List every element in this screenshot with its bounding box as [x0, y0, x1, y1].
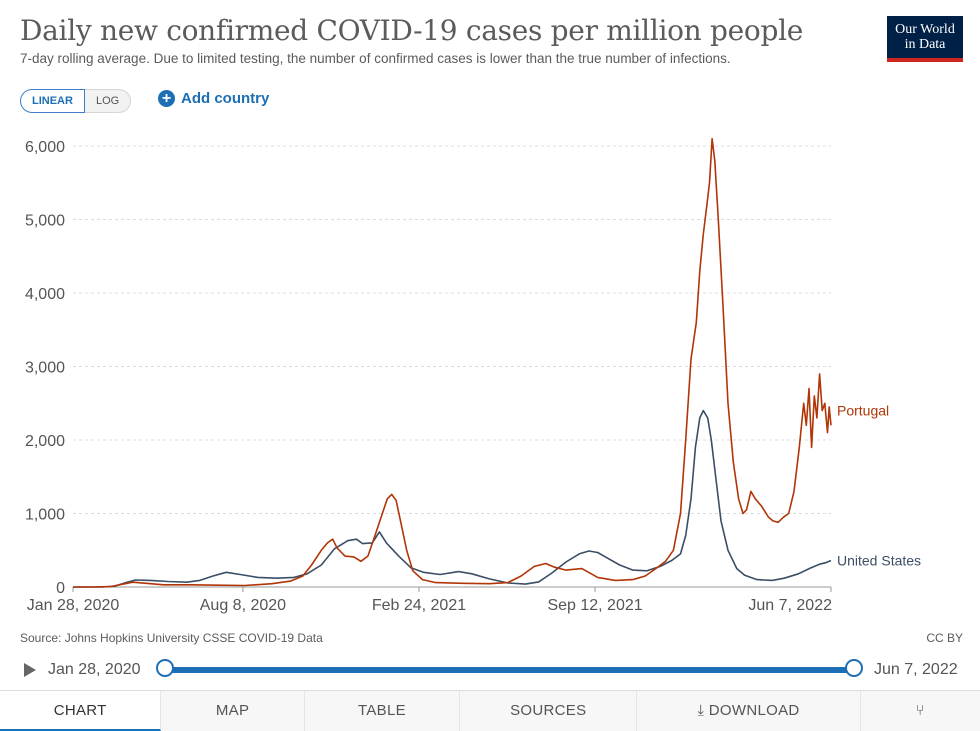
- y-tick-label: 6,000: [25, 139, 65, 156]
- series-label-united-states: United States: [837, 553, 921, 569]
- series-line-united-states: [73, 411, 831, 587]
- share-button[interactable]: ⑂: [861, 691, 980, 731]
- timeline-track[interactable]: [164, 667, 854, 673]
- tab-download[interactable]: ⤓ DOWNLOAD: [637, 691, 860, 731]
- timeline-end-handle[interactable]: [845, 659, 863, 677]
- y-tick-label: 5,000: [25, 213, 65, 230]
- x-tick-label: Sep 12, 2021: [547, 597, 642, 614]
- play-icon[interactable]: [24, 663, 36, 677]
- timeline-end-label: Jun 7, 2022: [874, 661, 958, 679]
- download-icon: ⤓: [697, 702, 704, 719]
- tab-bar: CHART MAP TABLE SOURCES ⤓ DOWNLOAD ⑂: [0, 690, 980, 731]
- x-tick-label: Feb 24, 2021: [372, 597, 466, 614]
- y-tick-label: 3,000: [25, 360, 65, 377]
- tab-download-label: DOWNLOAD: [709, 702, 800, 719]
- timeline-start-label: Jan 28, 2020: [48, 661, 141, 679]
- y-tick-label: 1,000: [25, 507, 65, 524]
- timeline: Jan 28, 2020 Jun 7, 2022: [0, 655, 980, 685]
- y-tick-label: 0: [56, 580, 65, 597]
- timeline-start-handle[interactable]: [156, 659, 174, 677]
- tab-sources[interactable]: SOURCES: [460, 691, 637, 731]
- tab-chart[interactable]: CHART: [0, 691, 161, 731]
- series-label-portugal: Portugal: [837, 403, 889, 419]
- tab-map[interactable]: MAP: [161, 691, 304, 731]
- share-icon: ⑂: [916, 702, 925, 719]
- series-line-portugal: [73, 139, 831, 587]
- line-chart[interactable]: 0 1,000 2,000 3,000 4,000 5,000 6,000 Jan 28, 2…: [0, 0, 980, 625]
- license-link[interactable]: CC BY: [926, 631, 963, 645]
- x-tick-label: Jun 7, 2022: [748, 597, 832, 614]
- y-tick-label: 4,000: [25, 286, 65, 303]
- x-tick-label: Aug 8, 2020: [200, 597, 286, 614]
- source-note: Source: Johns Hopkins University CSSE CO…: [20, 631, 323, 645]
- x-tick-label: Jan 28, 2020: [27, 597, 120, 614]
- y-tick-label: 2,000: [25, 433, 65, 450]
- tab-table[interactable]: TABLE: [305, 691, 460, 731]
